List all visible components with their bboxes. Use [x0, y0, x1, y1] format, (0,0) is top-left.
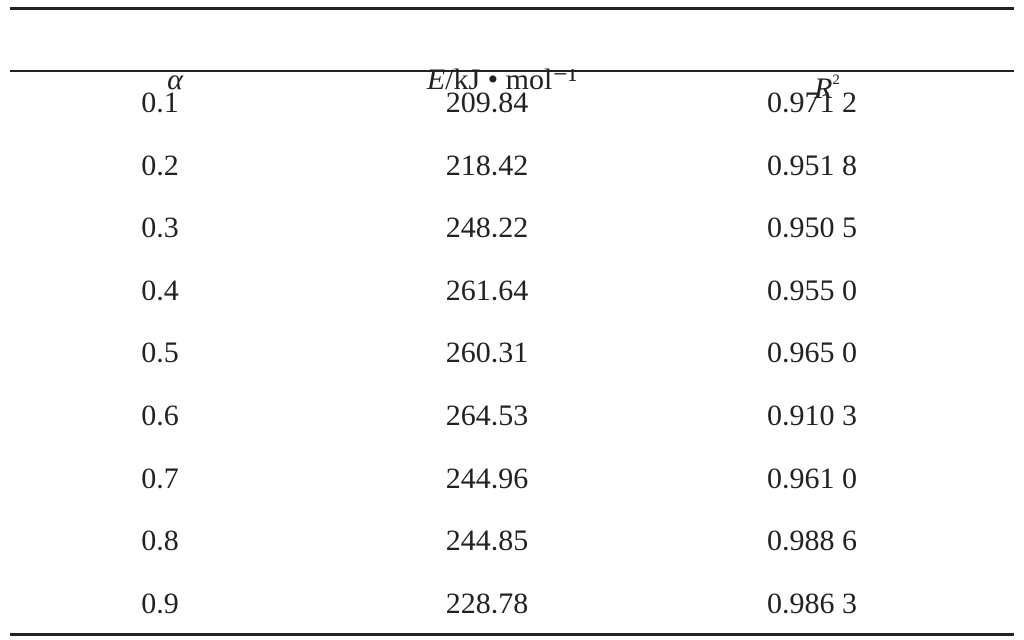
- header-cell: α: [0, 20, 325, 140]
- table-cell: 0.4: [141, 273, 179, 307]
- table-cell: 0.910 3: [767, 399, 857, 432]
- header-unit: /kJ • mol⁻¹: [445, 63, 578, 96]
- table-cell: 0.1: [141, 86, 179, 119]
- table-cell: 228.78: [445, 586, 529, 620]
- table-cell: 0.965 0: [767, 336, 857, 370]
- top-rule: [10, 7, 1014, 10]
- table-cell: 0.986 3: [767, 586, 857, 620]
- header-rule: [10, 70, 1014, 72]
- table-cell: 0.988 6: [767, 524, 857, 558]
- table-cell: 0.2: [141, 148, 179, 182]
- table-cell: 218.42: [445, 148, 529, 182]
- table-cell: 0.3: [141, 211, 179, 245]
- table-cell: 0.5: [141, 336, 179, 370]
- header-symbol: α: [167, 63, 183, 96]
- header-symbol: E: [426, 63, 446, 96]
- table-cell: 244.96: [445, 461, 529, 495]
- table-cell: 0.9: [141, 586, 179, 620]
- header-cell: E/kJ • mol⁻¹: [322, 20, 652, 140]
- bottom-rule: [10, 633, 1014, 636]
- header-superscript: 2: [832, 72, 840, 88]
- table-cell: 0.6: [141, 399, 179, 432]
- table-cell: 0.955 0: [767, 273, 857, 307]
- table-cell: 0.7: [141, 461, 179, 495]
- table-cell: 209.84: [445, 86, 529, 119]
- table-cell: 0.951 8: [767, 148, 857, 182]
- table-cell: 0.961 0: [767, 461, 857, 495]
- table-cell: 244.85: [445, 524, 529, 558]
- header-cell: R2: [647, 20, 977, 149]
- table-cell: 248.22: [445, 211, 529, 245]
- table-cell: 0.950 5: [767, 211, 857, 245]
- table-cell: 0.8: [141, 524, 179, 558]
- table-cell: 261.64: [445, 273, 529, 307]
- header-symbol: R: [814, 72, 833, 105]
- table-cell: 264.53: [445, 399, 529, 432]
- table-cell: 260.31: [445, 336, 529, 370]
- table-cell: 0.971 2: [767, 86, 857, 119]
